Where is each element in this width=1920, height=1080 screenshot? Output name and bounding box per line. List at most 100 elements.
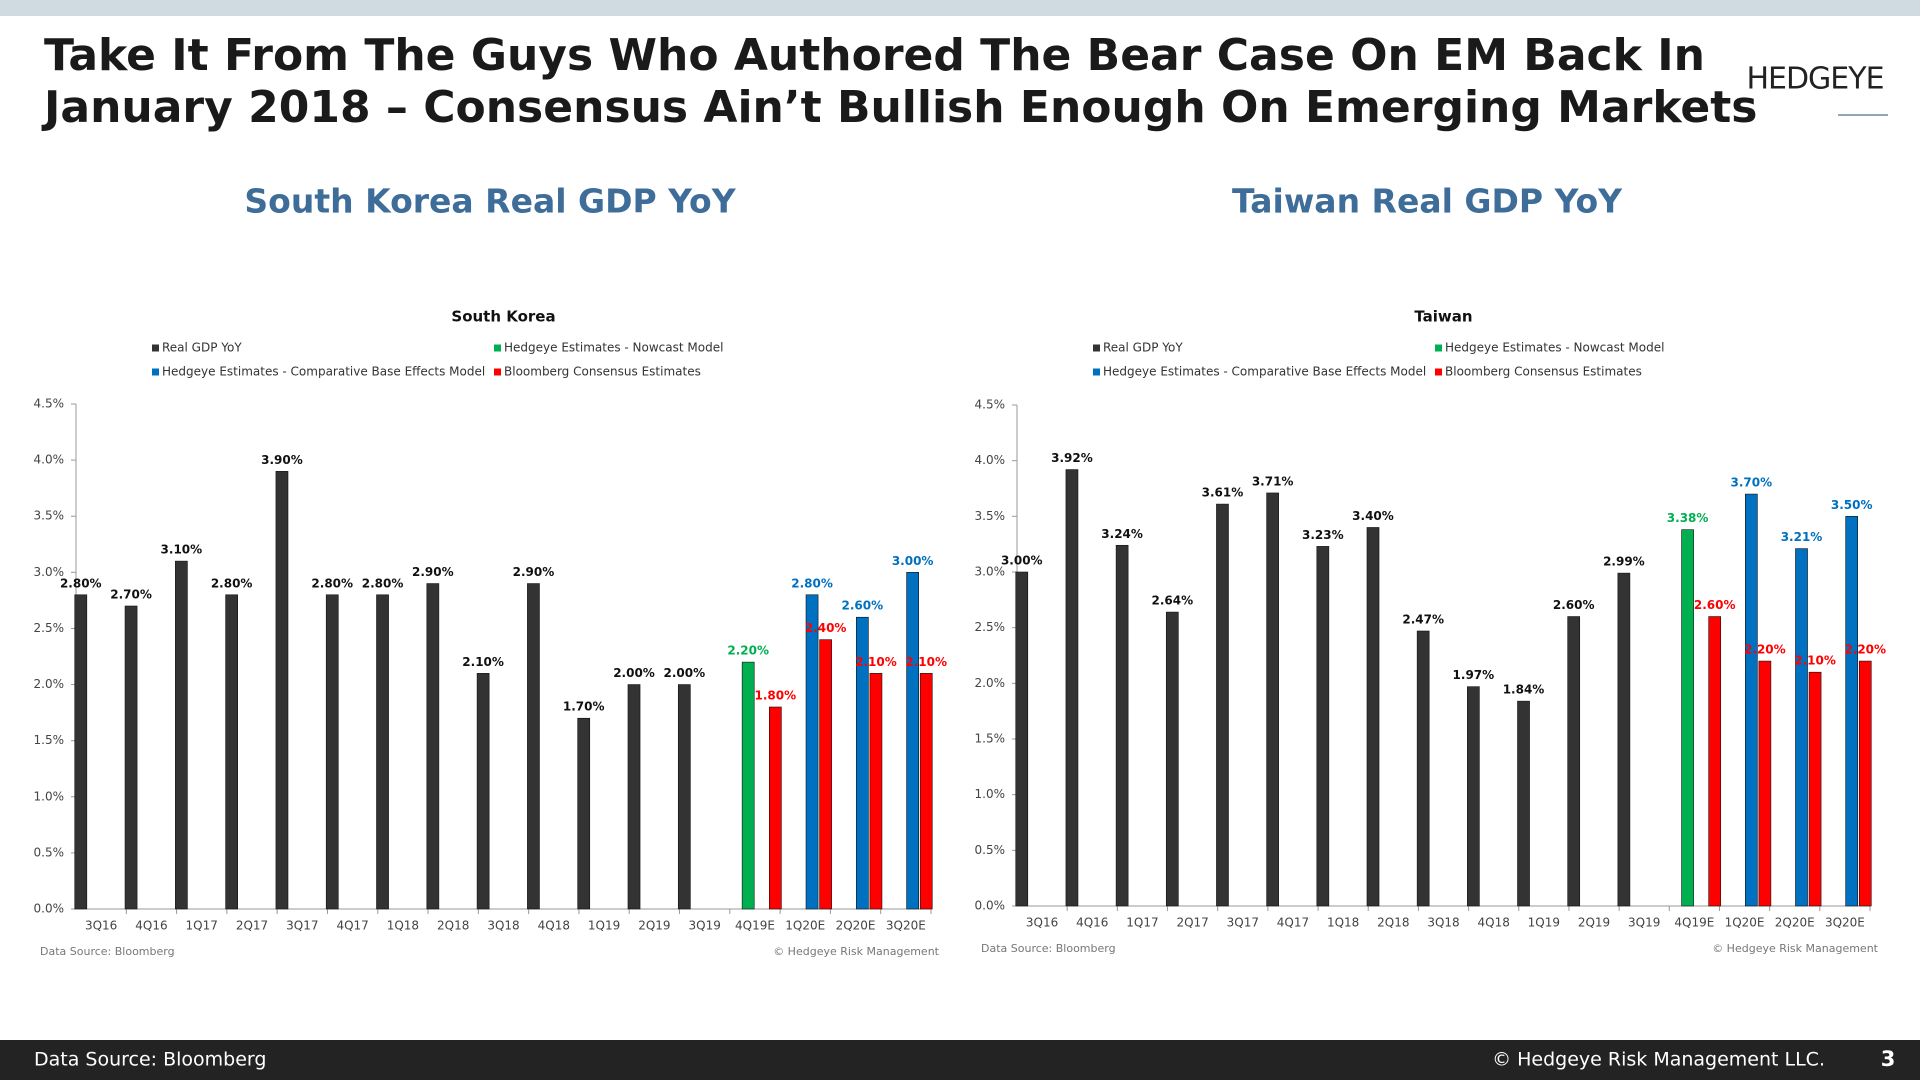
bar (1858, 660, 1872, 907)
legend-label: Hedgeye Estimates - Comparative Base Eff… (1103, 365, 1426, 379)
x-tick-label: 2Q17 (1176, 916, 1208, 930)
y-tick-label: 3.0% (34, 565, 65, 579)
bar (627, 684, 641, 910)
x-tick-label: 3Q17 (1227, 916, 1259, 930)
y-tick-label: 0.0% (34, 902, 65, 916)
value-label: 2.80% (311, 576, 353, 590)
chart-heading: South Korea Real GDP YoY (244, 182, 736, 221)
legend-label: Hedgeye Estimates - Nowcast Model (1445, 341, 1664, 355)
bar (325, 594, 339, 910)
bar (677, 684, 691, 910)
x-tick-label: 2Q17 (236, 919, 268, 933)
value-label: 2.70% (110, 588, 152, 602)
y-tick-label: 4.0% (975, 453, 1006, 467)
value-label: 2.40% (805, 621, 847, 635)
chart-credit: © Hedgeye Risk Management (1712, 942, 1878, 955)
x-tick-label: 4Q19E (1674, 916, 1714, 930)
x-tick-label: 3Q18 (1427, 916, 1459, 930)
value-label: 3.38% (1667, 511, 1709, 525)
legend-label: Bloomberg Consensus Estimates (1445, 365, 1642, 379)
x-tick-label: 2Q19 (638, 919, 670, 933)
legend-label: Real GDP YoY (1103, 341, 1183, 355)
x-tick-label: 1Q17 (1126, 916, 1158, 930)
value-label: 3.90% (261, 453, 303, 467)
legend-label: Hedgeye Estimates - Comparative Base Eff… (162, 365, 485, 379)
value-label: 2.90% (513, 565, 555, 579)
bar (769, 706, 782, 910)
x-tick-label: 4Q17 (336, 919, 368, 933)
bar (1617, 572, 1631, 907)
logo: HEDGEYE (1746, 62, 1883, 97)
bar (819, 639, 832, 910)
legend-label: Hedgeye Estimates - Nowcast Model (504, 341, 723, 355)
value-label: 3.70% (1731, 476, 1773, 490)
value-label: 2.20% (1744, 643, 1786, 657)
value-label: 2.99% (1603, 555, 1645, 569)
x-tick-label: 3Q19 (688, 919, 720, 933)
legend-swatch (1435, 368, 1442, 376)
y-tick-label: 4.0% (34, 453, 65, 467)
bar (376, 594, 389, 910)
y-tick-label: 0.0% (975, 899, 1006, 913)
value-label: 2.10% (855, 655, 897, 669)
value-label: 2.20% (1844, 643, 1886, 657)
y-tick-label: 1.5% (34, 733, 65, 747)
value-label: 3.24% (1101, 527, 1143, 541)
value-label: 2.10% (1794, 654, 1836, 668)
bar (1758, 660, 1772, 907)
bar (741, 661, 755, 910)
x-tick-label: 1Q20E (1725, 916, 1765, 930)
x-tick-label: 2Q20E (836, 919, 876, 933)
chart-source: Data Source: Bloomberg (40, 945, 175, 958)
x-tick-label: 2Q18 (437, 919, 469, 933)
x-tick-label: 4Q17 (1277, 916, 1309, 930)
y-tick-label: 1.5% (975, 732, 1006, 746)
y-tick-label: 2.5% (975, 620, 1006, 634)
y-tick-label: 2.0% (975, 676, 1006, 690)
value-label: 2.60% (1694, 598, 1736, 612)
bar (1845, 516, 1859, 907)
x-tick-label: 2Q18 (1377, 916, 1409, 930)
value-label: 2.00% (613, 666, 655, 680)
bar (527, 583, 540, 910)
chart-title: Taiwan (1414, 308, 1472, 326)
bar (426, 583, 440, 910)
x-tick-label: 2Q19 (1578, 916, 1610, 930)
slide-title: Take It From The Guys Who Authored The B… (44, 30, 1705, 81)
y-tick-label: 4.5% (34, 397, 65, 411)
bar (1517, 700, 1530, 907)
value-label: 2.64% (1151, 594, 1193, 608)
bar (1316, 546, 1330, 907)
x-tick-label: 4Q16 (1076, 916, 1108, 930)
x-tick-label: 3Q18 (487, 919, 519, 933)
x-tick-label: 1Q20E (785, 919, 825, 933)
value-label: 2.20% (727, 644, 769, 658)
value-label: 3.50% (1831, 498, 1873, 512)
legend-swatch (494, 368, 501, 376)
bar (805, 594, 819, 910)
y-tick-label: 0.5% (975, 843, 1006, 857)
x-tick-label: 3Q17 (286, 919, 318, 933)
x-tick-label: 2Q20E (1775, 916, 1815, 930)
legend-swatch (494, 344, 501, 352)
bar (577, 717, 591, 910)
legend-label: Real GDP YoY (162, 341, 242, 355)
bar (1015, 571, 1029, 907)
value-label: 2.10% (905, 655, 947, 669)
value-label: 2.80% (211, 576, 253, 590)
bar (275, 471, 289, 910)
bar (1567, 616, 1581, 907)
y-tick-label: 3.0% (975, 565, 1006, 579)
bar (856, 616, 869, 910)
x-tick-label: 3Q20E (1825, 916, 1865, 930)
value-label: 3.40% (1352, 509, 1394, 523)
value-label: 2.60% (1553, 598, 1595, 612)
x-tick-label: 3Q20E (886, 919, 926, 933)
bar (919, 673, 933, 910)
bar (1266, 492, 1279, 907)
bar (1366, 527, 1380, 907)
bar (1745, 493, 1758, 907)
x-tick-label: 3Q19 (1628, 916, 1660, 930)
